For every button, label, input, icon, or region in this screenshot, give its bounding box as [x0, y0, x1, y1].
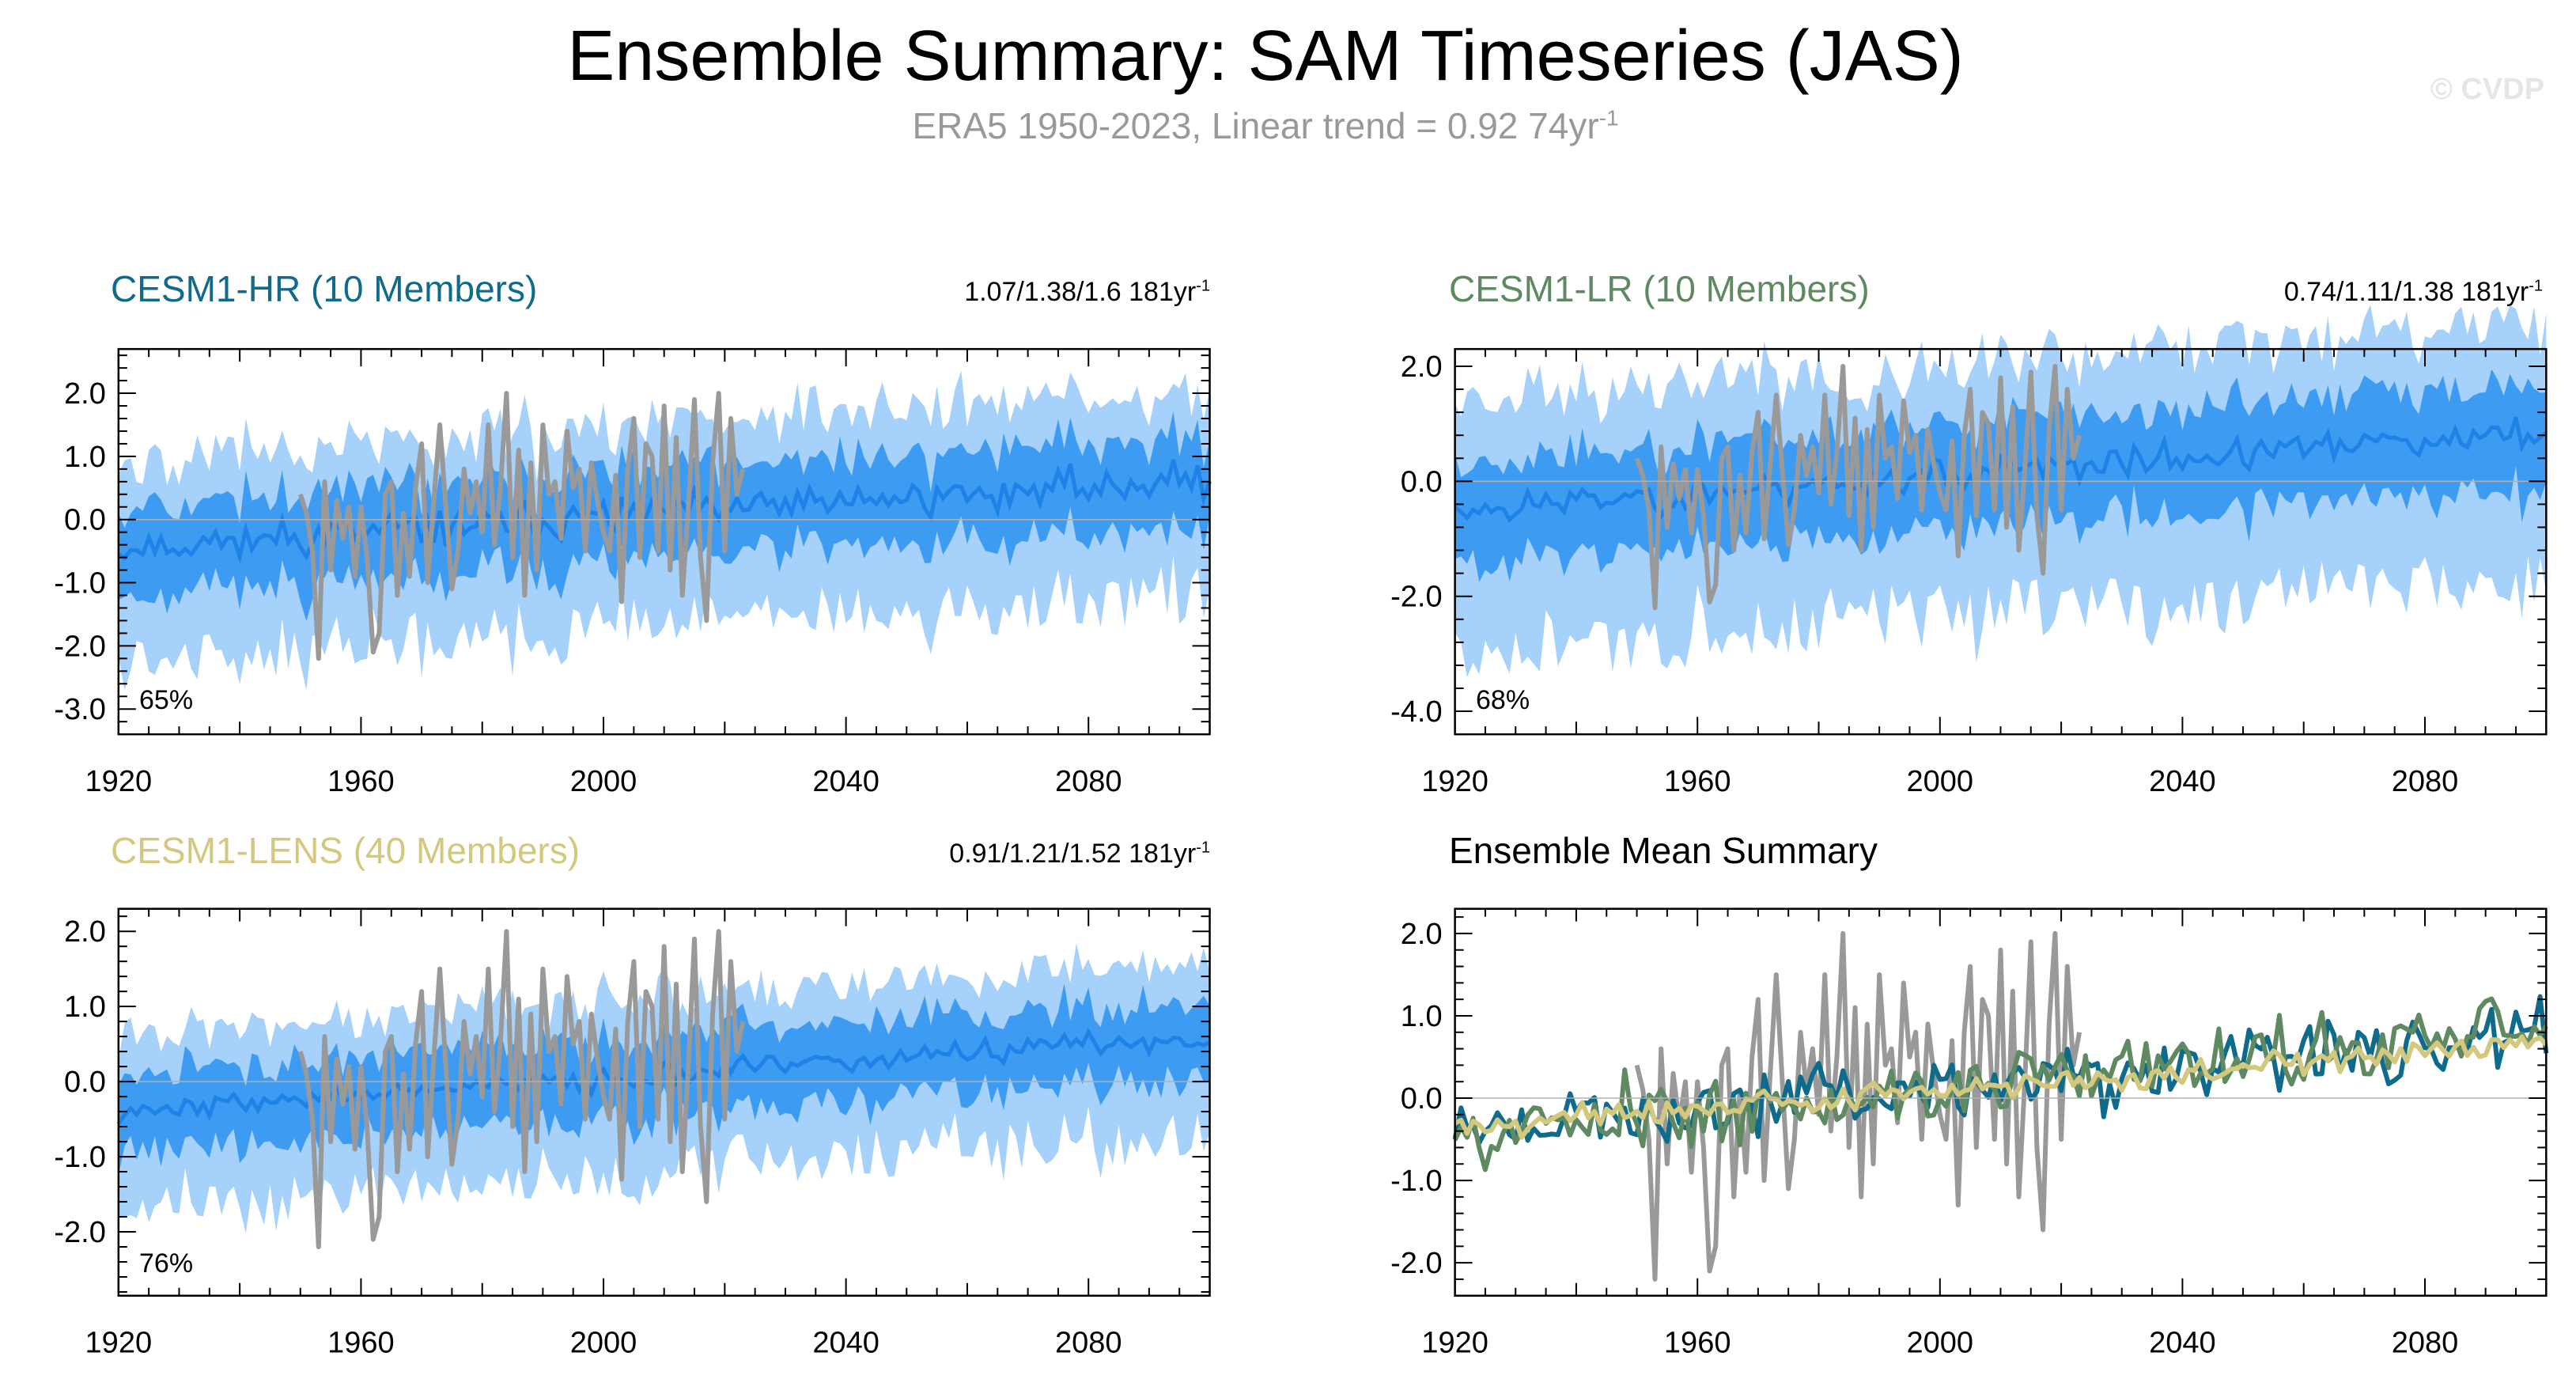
y-tick-label: 1.0	[1401, 1000, 1443, 1033]
x-tick-label: 2000	[1907, 765, 1974, 798]
observations-line-lr	[1634, 364, 2082, 611]
x-tick-label: 2040	[2149, 765, 2216, 798]
lr-mean-line	[1452, 996, 2548, 1172]
y-tick-label: 0.0	[64, 504, 106, 537]
chart-summary: 2.0 1.0 0.0 -1.0 -2.0 1920 1960 2000 2040 2080	[1390, 907, 2549, 1360]
inner-band-lr	[1454, 369, 2547, 582]
panel-title-hr: CESM1-HR (10 Members)	[111, 268, 538, 309]
panel-trend-lr-sup: -1	[2529, 277, 2543, 295]
y-tick-label: 2.0	[1401, 918, 1443, 951]
panel-trend-lens: 0.91/1.21/1.52 181yr-1	[791, 839, 1210, 869]
inner-band-hr	[118, 411, 1210, 621]
panel-trend-hr: 1.07/1.38/1.6 181yr-1	[791, 277, 1210, 308]
inner-band-lens	[118, 983, 1210, 1176]
axes-lr: 2.0 0.0 -2.0 -4.0 1920 1960 2000 2040 2080	[1390, 347, 2548, 798]
ensemble-mean-line-hr	[117, 459, 1212, 564]
axes-hr: 2.0 1.0 0.0 -1.0 -2.0 -3.0 1920 1960 2000 2040 208…	[54, 347, 1211, 798]
panel-trend-hr-sup: -1	[1196, 277, 1210, 295]
y-tick-label: -2.0	[1390, 581, 1442, 614]
x-tick-label: 2080	[2392, 1327, 2459, 1360]
y-tick-label: 0.0	[1401, 465, 1443, 498]
watermark: © CVDP	[2430, 73, 2544, 106]
plot-frame	[1454, 907, 2548, 1297]
observations-line-lens	[297, 929, 746, 1249]
plot-frame	[1454, 347, 2548, 736]
chart-lr: 2.0 0.0 -2.0 -4.0 1920 1960 2000 2040 2080	[1390, 305, 2548, 798]
panel-title-lens: CESM1-LENS (40 Members)	[111, 830, 581, 871]
subtitle-text: ERA5 1950-2023, Linear trend = 0.92 74yr	[912, 105, 1599, 146]
y-tick-label: -1.0	[54, 567, 105, 600]
subtitle-sup: -1	[1598, 105, 1619, 131]
x-tick-label: 2080	[2392, 765, 2459, 798]
x-tick-label: 2080	[1055, 1327, 1122, 1360]
panel-trend-lr: 0.74/1.11/1.38 181yr-1	[2135, 277, 2543, 308]
x-tick-label: 1920	[85, 765, 153, 798]
plot-frame	[117, 347, 1211, 736]
y-tick-label: 1.0	[64, 441, 106, 474]
y-tick-label: 0.0	[64, 1066, 106, 1099]
y-tick-label: -1.0	[1390, 1165, 1442, 1198]
x-tick-label: 2000	[570, 1327, 637, 1360]
y-tick-label: -3.0	[54, 693, 105, 726]
panel-title-summary: Ensemble Mean Summary	[1449, 830, 1878, 871]
x-tick-label: 1960	[327, 1327, 395, 1360]
y-tick-label: 2.0	[64, 915, 106, 949]
x-tick-label: 1960	[1664, 765, 1731, 798]
percent-label-lr: 68%	[1476, 685, 1530, 715]
panel-title-lr: CESM1-LR (10 Members)	[1449, 268, 1870, 309]
y-tick-label: 0.0	[1401, 1082, 1443, 1116]
panel-trend-lr-text: 0.74/1.11/1.38 181yr	[2283, 277, 2529, 307]
panel-trend-hr-text: 1.07/1.38/1.6 181yr	[964, 277, 1197, 307]
axes-summary: 2.0 1.0 0.0 -1.0 -2.0 1920 1960 2000 2040 2080	[1390, 907, 2548, 1360]
panel-trend-lens-text: 0.91/1.21/1.52 181yr	[949, 839, 1197, 869]
x-tick-label: 2080	[1055, 765, 1122, 798]
percent-label-lens: 76%	[139, 1248, 194, 1278]
panel-trend-lens-sup: -1	[1196, 839, 1210, 857]
y-tick-label: -2.0	[54, 630, 105, 663]
axes-lens: 2.0 1.0 0.0 -1.0 -2.0 1920 1960 2000 2040 2080	[54, 907, 1211, 1360]
x-tick-label: 2000	[570, 765, 637, 798]
x-tick-label: 1920	[85, 1327, 153, 1360]
y-tick-label: -1.0	[54, 1141, 105, 1174]
x-tick-label: 2000	[1907, 1327, 1974, 1360]
y-tick-label: 2.0	[1401, 350, 1443, 384]
chart-lens: 2.0 1.0 0.0 -1.0 -2.0 1920 1960 2000 2040 2080	[54, 907, 1211, 1360]
x-tick-label: 1920	[1421, 765, 1488, 798]
ensemble-mean-line-lens	[116, 1028, 1211, 1125]
x-tick-label: 1960	[1664, 1327, 1731, 1360]
main-title: Ensemble Summary: SAM Timeseries (JAS)	[567, 17, 1964, 96]
observations-line-hr	[297, 391, 746, 661]
x-tick-label: 1920	[1421, 1327, 1488, 1360]
y-tick-label: -2.0	[54, 1216, 105, 1249]
x-tick-label: 2040	[2149, 1327, 2216, 1360]
x-tick-label: 2040	[812, 765, 879, 798]
y-tick-label: 2.0	[64, 377, 106, 411]
chart-hr: 2.0 1.0 0.0 -1.0 -2.0 -3.0 1920 1960 2000 2040 208…	[54, 347, 1212, 798]
ensemble-mean-line-lr	[1454, 417, 2548, 523]
y-tick-label: -4.0	[1390, 695, 1442, 729]
subtitle: ERA5 1950-2023, Linear trend = 0.92 74yr…	[0, 104, 2531, 147]
x-tick-label: 1960	[327, 765, 395, 798]
y-tick-label: -2.0	[1390, 1247, 1442, 1280]
x-tick-label: 2040	[812, 1327, 879, 1360]
lens-mean-line	[1454, 1034, 2548, 1140]
plot-frame	[117, 907, 1211, 1297]
percent-label-hr: 65%	[139, 685, 194, 715]
y-tick-label: 1.0	[64, 991, 106, 1024]
